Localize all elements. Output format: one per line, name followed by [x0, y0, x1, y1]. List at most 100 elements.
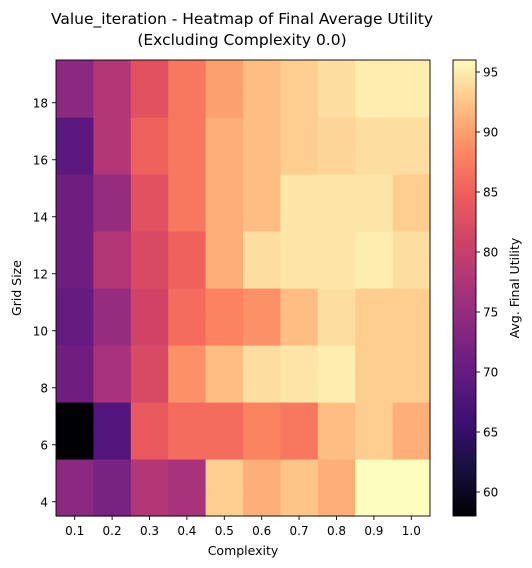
heatmap-cell [317, 231, 356, 261]
heatmap-cell [56, 145, 94, 175]
heatmap-cell [243, 202, 281, 232]
heatmap-cell [280, 316, 319, 346]
heatmap-cell [93, 345, 132, 375]
heatmap-cell [205, 402, 244, 432]
heatmap-cell [93, 373, 132, 403]
heatmap-cell [280, 202, 319, 232]
heatmap-cell [392, 145, 431, 175]
heatmap-cell [130, 373, 169, 403]
heatmap-cell [130, 231, 169, 261]
heatmap-cell [392, 117, 431, 147]
heatmap-cell [130, 60, 169, 90]
heatmap-cell [205, 259, 244, 289]
heatmap-cell [130, 174, 169, 204]
heatmap-cell [243, 345, 281, 375]
heatmap-cell [243, 316, 281, 346]
x-axis-label: Complexity [208, 543, 279, 558]
heatmap-cell [355, 345, 394, 375]
heatmap-cell [243, 430, 281, 460]
heatmap-cell [392, 430, 431, 460]
heatmap-cell [392, 487, 431, 517]
heatmap-cell [56, 231, 94, 261]
heatmap-cell [355, 316, 394, 346]
heatmap-cell [280, 259, 319, 289]
heatmap-cell [205, 288, 244, 318]
heatmap-cell [205, 88, 244, 118]
heatmap-cell [93, 231, 132, 261]
y-tick-label: 10 [33, 324, 48, 338]
colorbar-tick-label: 90 [483, 126, 498, 140]
heatmap-cell [205, 174, 244, 204]
heatmap-cell [205, 231, 244, 261]
heatmap-cell [392, 459, 431, 489]
x-tick-label: 0.5 [215, 524, 234, 538]
heatmap-cell [168, 174, 207, 204]
heatmap-cell [355, 373, 394, 403]
colorbar-tick-label: 80 [483, 246, 498, 260]
heatmap-cell [93, 402, 132, 432]
heatmap-cell [56, 487, 94, 517]
heatmap-cell [392, 402, 431, 432]
x-tick-label: 0.6 [252, 524, 271, 538]
y-axis-ticks: 4 6 8 10 12 14 16 18 [33, 96, 56, 509]
heatmap-cell [317, 430, 356, 460]
heatmap-cell [93, 174, 132, 204]
heatmap-cell [243, 231, 281, 261]
heatmap-cell [280, 345, 319, 375]
heatmap-cell [56, 402, 94, 432]
heatmap-cell [130, 202, 169, 232]
heatmap-cell [56, 60, 94, 90]
heatmap-cell [280, 487, 319, 517]
heatmap-cell [317, 487, 356, 517]
x-tick-label: 0.9 [364, 524, 383, 538]
heatmap-cell [93, 430, 132, 460]
heatmap-cell [392, 373, 431, 403]
y-tick-label: 18 [33, 96, 48, 110]
heatmap-cell [243, 145, 281, 175]
y-tick-label: 6 [40, 438, 48, 452]
y-tick-label: 4 [40, 495, 48, 509]
heatmap-cell [243, 487, 281, 517]
heatmap-cell [280, 459, 319, 489]
heatmap-cell [56, 373, 94, 403]
y-axis-label: Grid Size [9, 260, 24, 316]
x-tick-label: 0.7 [290, 524, 309, 538]
heatmap-cell [317, 288, 356, 318]
heatmap-cell [355, 174, 394, 204]
heatmap-cells [56, 60, 431, 517]
heatmap-cell [317, 88, 356, 118]
heatmap-cell [317, 373, 356, 403]
heatmap-cell [355, 430, 394, 460]
heatmap-cell [392, 60, 431, 90]
colorbar-ticks: 60 65 70 75 80 85 90 95 [476, 66, 498, 500]
heatmap-cell [93, 202, 132, 232]
heatmap-cell [280, 117, 319, 147]
heatmap-cell [168, 459, 207, 489]
heatmap-cell [280, 60, 319, 90]
heatmap-cell [392, 174, 431, 204]
colorbar-tick-label: 65 [483, 426, 498, 440]
heatmap-cell [130, 259, 169, 289]
heatmap-cell [355, 60, 394, 90]
heatmap-cell [130, 88, 169, 118]
colorbar-tick-label: 75 [483, 306, 498, 320]
heatmap-cell [317, 459, 356, 489]
heatmap-cell [355, 487, 394, 517]
heatmap-cell [56, 430, 94, 460]
heatmap-cell [130, 288, 169, 318]
heatmap-cell [56, 288, 94, 318]
y-tick-label: 14 [33, 210, 48, 224]
heatmap-cell [93, 459, 132, 489]
heatmap-cell [168, 402, 207, 432]
heatmap-cell [93, 316, 132, 346]
heatmap-cell [56, 174, 94, 204]
heatmap-cell [355, 202, 394, 232]
colorbar-tick-label: 60 [483, 486, 498, 500]
heatmap-cell [280, 174, 319, 204]
heatmap-cell [168, 60, 207, 90]
x-tick-label: 0.8 [327, 524, 346, 538]
heatmap-cell [317, 145, 356, 175]
heatmap-cell [392, 288, 431, 318]
heatmap-cell [243, 88, 281, 118]
